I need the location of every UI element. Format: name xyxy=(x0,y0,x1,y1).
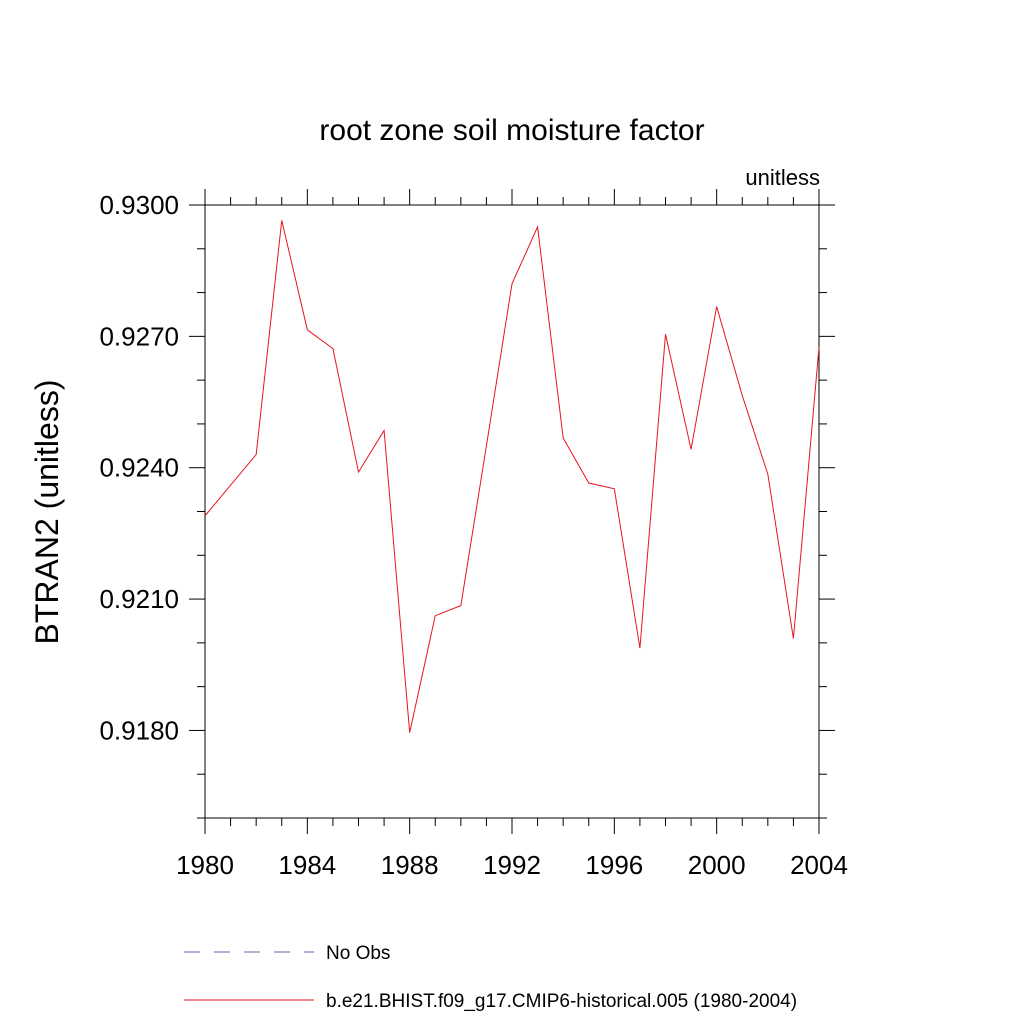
y-tick-label: 0.9180 xyxy=(99,715,179,745)
y-tick-label: 0.9270 xyxy=(99,321,179,351)
legend-label: No Obs xyxy=(326,943,390,964)
x-tick-label: 1996 xyxy=(585,850,643,880)
y-tick-label: 0.9240 xyxy=(99,453,179,483)
legend: No Obs b.e21.BHIST.f09_g17.CMIP6-historic… xyxy=(184,943,797,1012)
x-tick-label: 2000 xyxy=(688,850,746,880)
chart-title: root zone soil moisture factor xyxy=(319,114,704,147)
plot-frame xyxy=(204,204,820,819)
x-tick-label: 1984 xyxy=(278,850,336,880)
x-tick-label: 1992 xyxy=(483,850,541,880)
y-axis-label: BTRAN2 (unitless) xyxy=(29,380,65,645)
x-tick-label: 2004 xyxy=(790,850,848,880)
units-label: unitless xyxy=(745,165,820,190)
y-tick-label: 0.9300 xyxy=(99,190,179,220)
series-line xyxy=(204,220,820,733)
y-tick-label: 0.9210 xyxy=(99,584,179,614)
ticks-layer: 1980 1984 1988 1992 1996 2000 2004 0.9180 0.9210… xyxy=(99,189,848,880)
x-tick-label: 1988 xyxy=(381,850,439,880)
x-tick-label: 1980 xyxy=(176,850,234,880)
legend-label: b.e21.BHIST.f09_g17.CMIP6-historical.005… xyxy=(326,991,797,1012)
series-layer xyxy=(204,220,820,733)
